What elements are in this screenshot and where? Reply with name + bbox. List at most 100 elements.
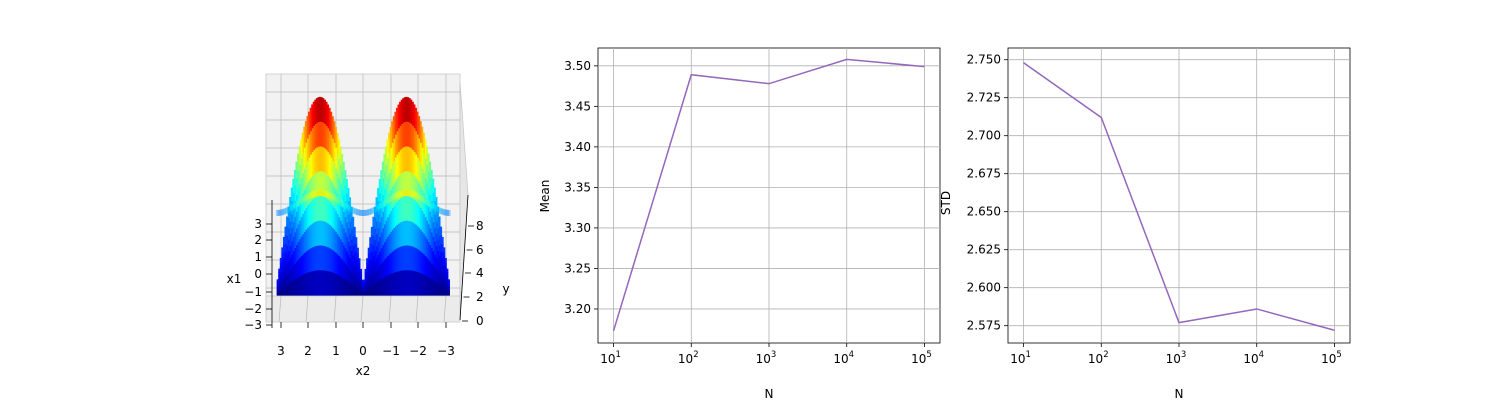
surface-patch [333,273,336,296]
surface-patch [361,291,364,294]
side-pane [459,81,469,321]
surface-patch [424,158,427,179]
x1-tick-label: −2 [244,302,262,316]
surface-wing [432,204,437,211]
surface-patch [328,201,331,226]
surface-patch [309,154,312,179]
surface-patch [298,220,301,240]
surface-patch [301,254,304,276]
std-y-tick-label: 2.625 [967,243,1001,257]
surface-patch [410,221,413,247]
surface-patch [317,121,320,148]
surface-patch [308,180,311,204]
surface-patch [284,277,287,288]
surface-patch [337,275,341,296]
surface-patch [367,265,370,272]
surface-patch [319,245,322,271]
surface-patch [297,153,300,173]
surface-patch [446,281,449,286]
surface-patch [334,231,337,254]
surface-wing [335,196,340,203]
surface-patch [330,157,333,182]
surface-patch [314,246,317,272]
surface-patch [287,261,290,274]
surface-patch [447,291,450,294]
surface-patch [413,128,416,153]
surface-patch [373,239,377,252]
surface-patch [330,203,333,227]
surface-patch [328,224,331,249]
mean-y-tick-label: 3.25 [564,261,591,275]
surface-patch [378,280,381,296]
surface-patch [386,236,389,257]
surface-patch [366,285,369,292]
surface-patch [347,187,350,202]
surface-wing [414,192,418,199]
surface-patch [344,185,347,202]
surface-patch [369,266,372,274]
surface-patch [341,189,344,208]
surface-wing [443,209,448,216]
surface-patch [282,236,286,245]
surface-patch [297,224,300,243]
surface-patch [432,280,435,296]
mean-x-tick-exponent: 1 [615,350,620,360]
surface-patch [446,285,449,290]
surface-patch [406,220,410,247]
surface-patch [364,272,367,277]
surface-patch [435,221,438,235]
surface-patch [300,217,303,238]
surface-patch [303,189,306,212]
surface-wing [409,190,413,197]
surface-wing [356,209,360,216]
surface-patch [314,124,317,150]
surface-patch [300,256,303,277]
surface-patch [279,262,282,268]
surface-patch [421,231,424,254]
surface-patch [395,201,399,226]
surface-patch [276,283,279,286]
surface-patch [295,244,298,263]
surface-patch [399,222,402,248]
surface-patch [312,150,315,175]
surface-patch [311,175,314,201]
floor-grid-line [443,295,447,323]
surface-patch [421,189,424,212]
surface-patch [356,277,359,284]
surface-patch [391,186,394,209]
surface-patch [441,265,444,274]
surface-patch [298,276,301,296]
surface-patch [300,158,303,179]
surface-patch [312,174,315,199]
surface-patch [378,193,381,209]
surface-patch [323,124,326,150]
surface-patch [359,275,363,280]
surface-patch [339,183,342,203]
surface-patch [388,234,391,256]
surface-wing [283,208,288,215]
surface-patch [322,122,325,148]
surface-patch [312,125,315,151]
mean-x-tick-exponent: 5 [926,350,931,360]
surface-patch [353,286,356,296]
surface-wing [323,190,327,197]
surface-patch [317,97,320,123]
surface-wing [381,201,385,208]
surface-patch [432,193,435,209]
surface-patch [392,183,395,207]
surface-patch [339,202,342,222]
surface-patch [306,227,309,251]
surface-patch [381,178,385,196]
surface-patch [289,270,292,284]
floor-grid-line [333,295,337,323]
surface-patch [333,164,336,188]
surface-patch [314,270,317,296]
surface-patch [416,134,419,159]
surface-patch [358,281,361,287]
surface-patch [389,252,392,275]
surface-3d-panel: 3 2 1 0 −1 −2 −3 −3 −2 −1 0 1 2 3 0 2 4 6 8 x2 y x1 [227,73,510,378]
surface-patch [364,291,367,296]
mean-x-tick-exponent: 3 [771,350,776,360]
surface-patch [372,265,375,277]
surface-wing [385,198,390,205]
